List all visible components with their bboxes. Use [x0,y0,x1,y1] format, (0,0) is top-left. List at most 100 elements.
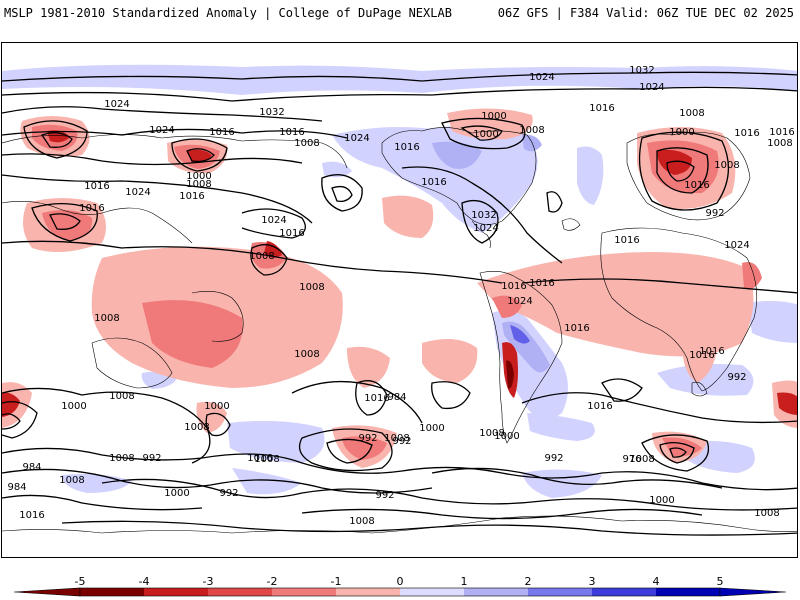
isobar-label: 1016 [421,177,446,188]
colorbar-segment [208,588,272,596]
isobar-label: 1016 [394,142,419,153]
positive-anomaly-peak [510,325,530,344]
isobar-label: 1016 [564,323,589,334]
isobar-label: 1024 [344,133,369,144]
coastlines [2,127,797,534]
isobar-label: 1008 [679,108,704,119]
colorbar-tick: 4 [652,575,660,588]
isobar-label: 992 [375,490,394,501]
isobar-label: 1008 [254,454,279,465]
isobar-label: 1016 [734,128,759,139]
isobar-label: 1008 [629,454,654,465]
isobar-label: 992 [358,433,377,444]
isobar-label: 1016 [501,281,526,292]
isobar-label: 1008 [294,349,319,360]
isobar-label: 1016 [279,228,304,239]
isobar-label: 1000 [419,423,444,434]
isobar-label: 1008 [186,179,211,190]
isobar-label: 1008 [109,391,134,402]
isobar-label: 1000 [494,431,519,442]
colorbar-segment [144,588,208,596]
colorbar-segment [336,588,400,596]
isobar-label: 1008 [184,422,209,433]
isobar-label: 1032 [471,210,496,221]
isobar-label: 992 [219,488,238,499]
colorbar-tick: -2 [266,575,278,588]
isobar-label: 1000 [204,401,229,412]
colorbar-min-arrow [13,587,81,597]
isobar-label: 1016 [364,393,389,404]
isobar-label: 976 [622,454,641,465]
anomaly-map: 1032 1024 1024 1032 1016 1024 1016 1008 1016 1000… [1,42,798,558]
isobars [2,71,797,536]
colorbar-segment [272,588,336,596]
isobar-label: 1016 [84,181,109,192]
isobar-label: 992 [544,453,563,464]
isobar-label: 1024 [473,223,498,234]
isobar-label: 1008 [109,453,134,464]
isobar-label: 1024 [149,125,174,136]
isobar-label: 1016 [587,401,612,412]
isobar-label: 1016 [614,235,639,246]
colorbar [13,587,787,597]
isobar-label: 1016 [689,350,714,361]
colorbar-tick: 5 [716,575,724,588]
isobar-label: 984 [22,462,41,473]
isobar-label: 1016 [247,453,272,464]
colorbar-max-arrow [719,587,787,597]
isobar-label: 1024 [724,240,749,251]
isobar-label: 1000 [669,127,694,138]
isobar-label: 1000 [186,171,211,182]
colorbar-tick: 0 [396,575,404,588]
isobar-label: 1008 [59,475,84,486]
colorbar-segment [464,588,528,596]
isobar-label: 1016 [79,203,104,214]
isobar-label: 1008 [479,428,504,439]
isobar-label: 1016 [279,127,304,138]
isobar-label: 1016 [179,191,204,202]
isobar-label: 1032 [629,65,654,76]
isobar-label: 1000 [61,401,86,412]
colorbar-tick: -4 [138,575,150,588]
isobar-label: 1000 [473,129,498,140]
isobar-label: 992 [142,453,161,464]
isobar-label: 1008 [384,433,409,444]
colorbar-tick: -5 [74,575,86,588]
isobar-label: 1016 [529,278,554,289]
colorbar-tick: 2 [524,575,532,588]
colorbar-segment [400,588,464,596]
isobar-label: 984 [7,482,26,493]
colorbar-tick: -1 [330,575,342,588]
colorbar-segment [80,588,144,596]
isobar-label: 1024 [639,82,664,93]
isobar-label: 1008 [299,282,324,293]
isobar-label: 1008 [249,251,274,262]
isobar-label: 984 [387,392,406,403]
isobar-label: 1016 [769,127,794,138]
isobar-label: 1016 [699,346,724,357]
isobar-label: 992 [705,208,724,219]
isobar-label: 1000 [481,111,506,122]
isobar-label: 1024 [125,187,150,198]
isobar-label: 1016 [209,127,234,138]
isobar-label: 1008 [767,138,792,149]
colorbar-segment [656,588,720,596]
isobar-label: 1032 [259,107,284,118]
colorbar-tick: 1 [460,575,468,588]
isobar-label: 1016 [589,103,614,114]
map-title: MSLP 1981-2010 Standardized Anomaly | Co… [4,6,452,20]
isobar-label: 992 [392,436,411,447]
isobar-label: 1024 [529,72,554,83]
colorbar-segment [528,588,592,596]
colorbar-tick: -3 [202,575,214,588]
isobar-label: 1024 [104,99,129,110]
isobar-label: 1008 [519,125,544,136]
colorbar-tick: 3 [588,575,596,588]
valid-time: 06Z GFS | F384 Valid: 06Z TUE DEC 02 202… [497,6,794,20]
isobar-label: 1016 [19,510,44,521]
isobar-label: 1008 [94,313,119,324]
isobar-label: 1000 [649,495,674,506]
isobar-label: 1008 [714,160,739,171]
